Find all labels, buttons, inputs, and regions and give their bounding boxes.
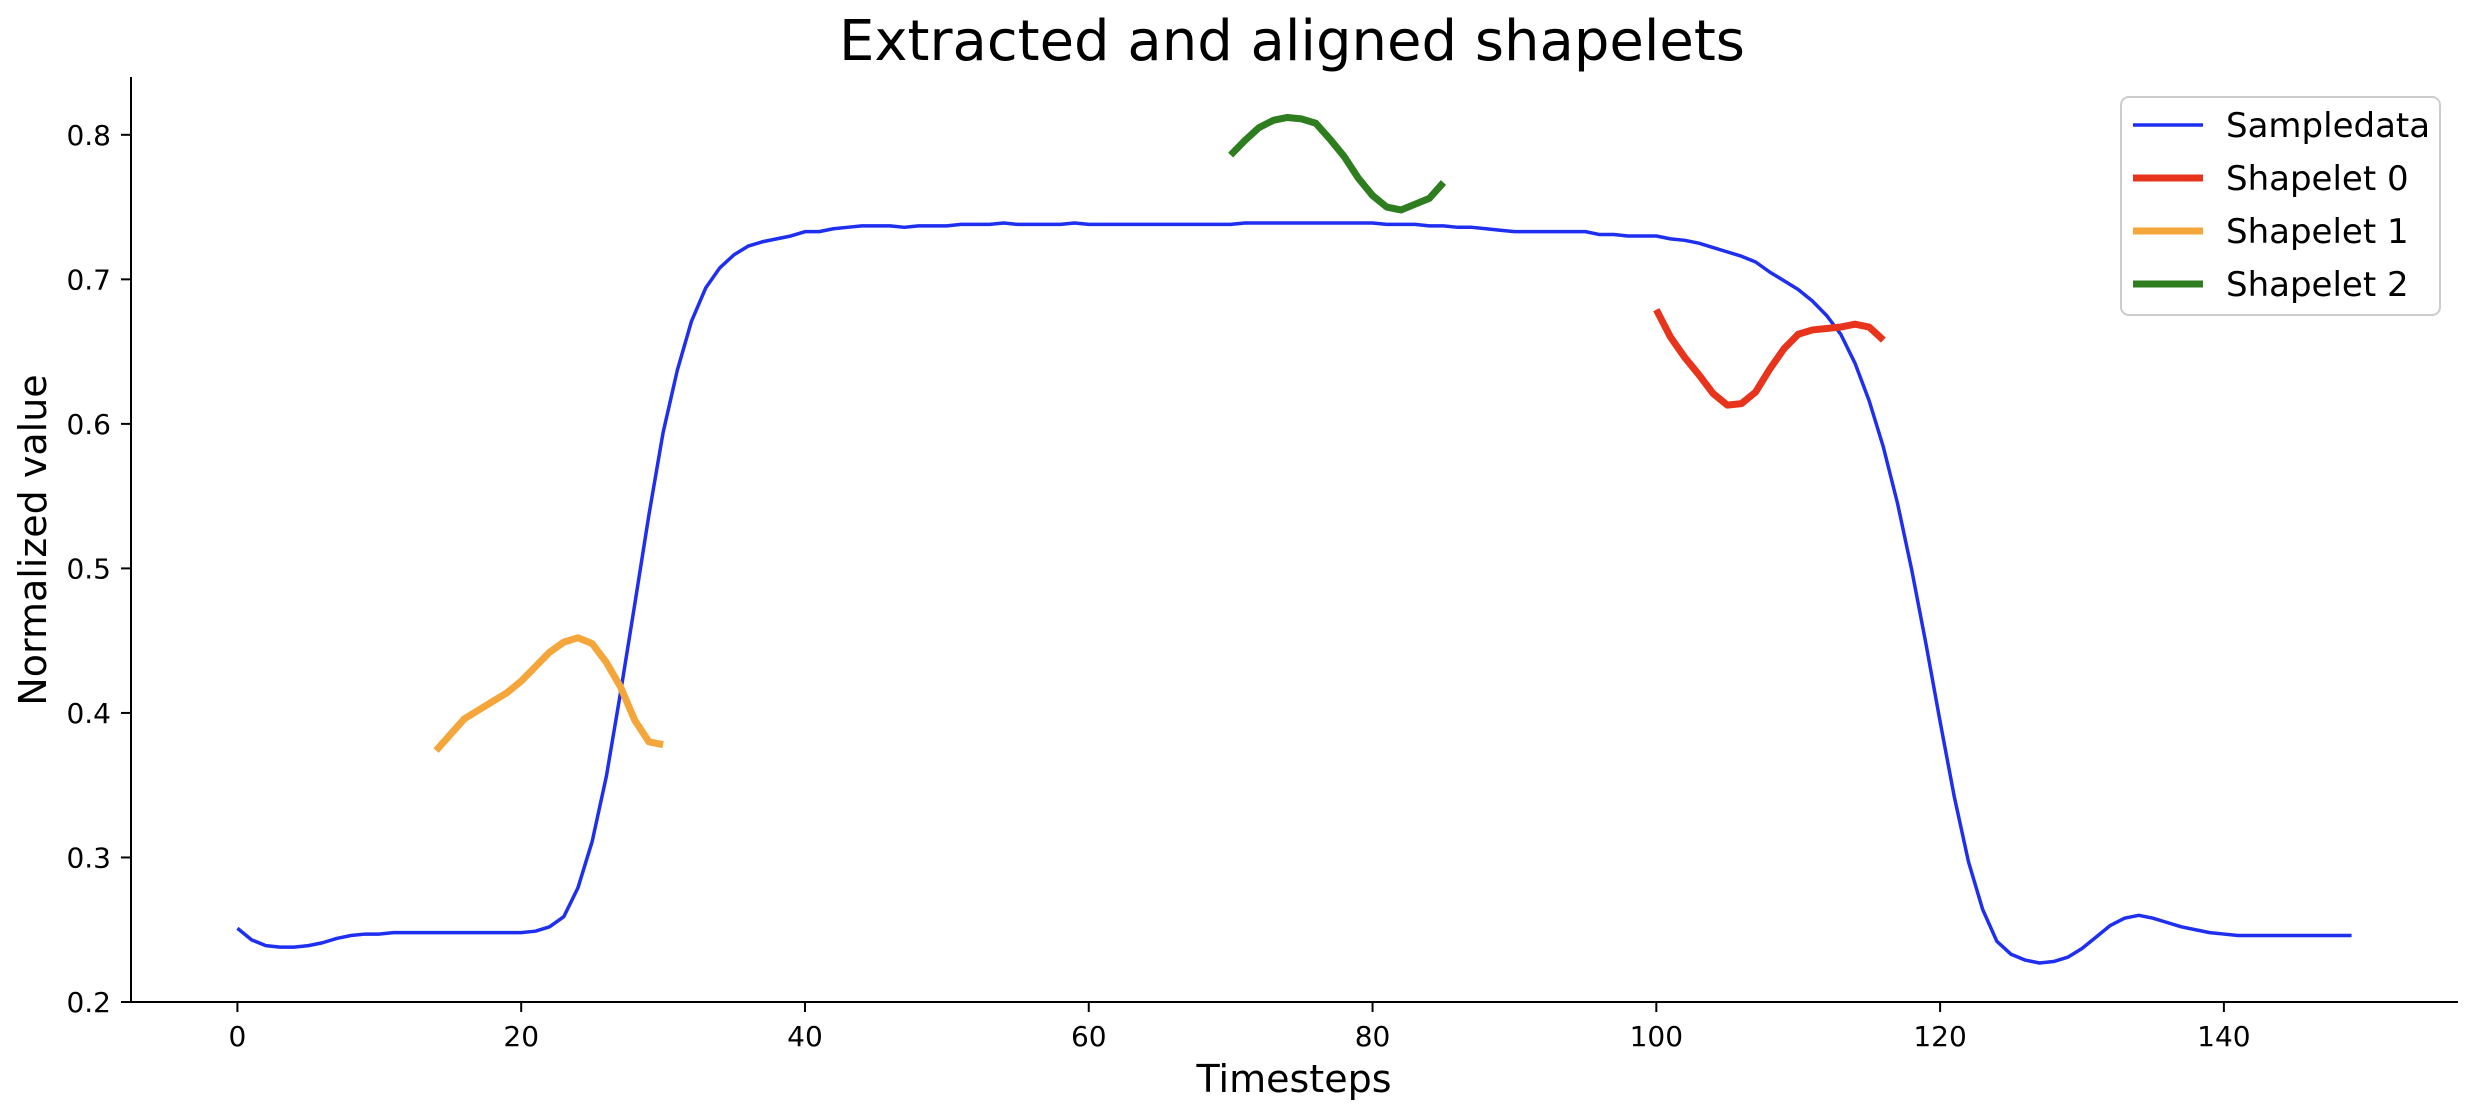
- series-line-sampledata: [236, 221, 2352, 965]
- series-line-shapelet-2: [1228, 113, 1447, 214]
- x-tick-label: 20: [503, 1020, 539, 1053]
- legend-label-shapelet-2: Shapelet 2: [2226, 265, 2409, 305]
- legend-entries: Sampledata Shapelet 0 Shapelet 1 Shapelet 2: [2133, 106, 2430, 305]
- legend-label-shapelet-1: Shapelet 1: [2226, 212, 2409, 252]
- legend: Sampledata Shapelet 0 Shapelet 1 Shapelet 2: [2120, 96, 2441, 316]
- y-tick-label: 0.2: [66, 986, 111, 1019]
- series-layer: [236, 113, 2352, 965]
- legend-box: [2120, 96, 2441, 316]
- series-line-shapelet-0: [1653, 308, 1886, 409]
- y-tick-label: 0.3: [66, 841, 111, 874]
- x-tick-label: 120: [1913, 1020, 1966, 1053]
- x-tick-label: 140: [2197, 1020, 2250, 1053]
- x-axis-label: Timesteps: [1196, 1057, 1392, 1101]
- x-tick-label: 60: [1071, 1020, 1107, 1053]
- x-tick-label: 80: [1355, 1020, 1391, 1053]
- y-tick-label: 0.5: [66, 552, 111, 585]
- y-tick-label: 0.8: [66, 119, 111, 152]
- chart-title: Extracted and aligned shapelets: [839, 9, 1745, 74]
- x-tick-label: 0: [229, 1020, 247, 1053]
- x-tick-label: 40: [787, 1020, 823, 1053]
- legend-label-shapelet-0: Shapelet 0: [2226, 159, 2409, 199]
- x-tick-label: 100: [1630, 1020, 1683, 1053]
- y-ticks: 0.2 0.3 0.4 0.5 0.6 0.7 0.8: [66, 119, 131, 1019]
- legend-label-sampledata: Sampledata: [2226, 106, 2430, 146]
- y-tick-label: 0.7: [66, 263, 111, 296]
- x-ticks: 0 20 40 60 80 100 120 140: [229, 1002, 2251, 1053]
- y-tick-label: 0.4: [66, 697, 111, 730]
- series-line-shapelet-1: [433, 634, 664, 753]
- y-tick-label: 0.6: [66, 408, 111, 441]
- y-axis-label: Normalized value: [11, 374, 55, 705]
